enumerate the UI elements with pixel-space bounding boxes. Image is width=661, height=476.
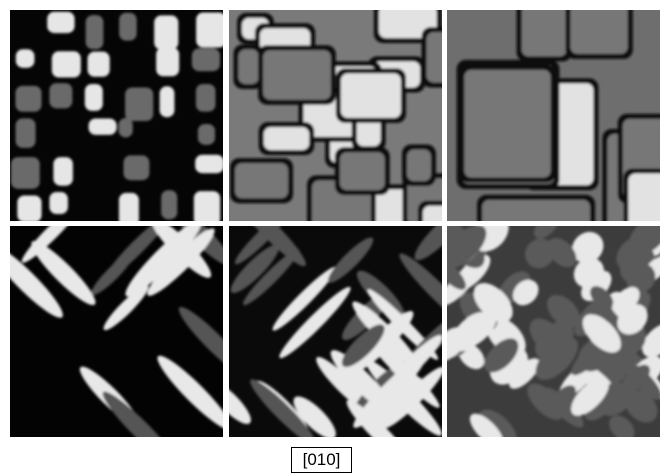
precipitate xyxy=(47,12,74,33)
precipitate xyxy=(119,118,133,137)
figure: [010] → xyxy=(0,0,661,476)
precipitate xyxy=(86,15,104,49)
panel xyxy=(447,0,661,261)
precipitate xyxy=(125,87,153,121)
panel xyxy=(229,0,470,261)
domain xyxy=(238,49,258,84)
precipitate xyxy=(53,157,73,186)
domain xyxy=(628,173,661,234)
precipitate xyxy=(16,118,36,148)
precipitate xyxy=(52,51,81,77)
precipitate xyxy=(17,195,41,222)
precipitate xyxy=(192,48,220,71)
micrograph-panels xyxy=(0,0,661,445)
precipitate xyxy=(49,192,68,214)
precipitate xyxy=(194,191,220,226)
domain xyxy=(264,127,309,150)
precipitate xyxy=(15,86,41,112)
precipitate xyxy=(160,86,175,117)
precipitate xyxy=(11,157,40,189)
precipitate xyxy=(195,155,224,173)
precipitate xyxy=(198,124,215,145)
precipitate xyxy=(119,193,139,227)
precipitate xyxy=(88,52,110,77)
domain xyxy=(407,149,431,181)
precipitate xyxy=(156,47,179,76)
domain xyxy=(570,3,627,54)
precipitate xyxy=(196,13,226,48)
panel xyxy=(418,205,661,445)
precipitate xyxy=(161,190,177,219)
precipitate xyxy=(124,155,150,180)
direction-label: [010] → xyxy=(291,447,352,473)
precipitate xyxy=(196,84,216,112)
precipitate xyxy=(85,84,103,111)
panel-background xyxy=(10,10,223,221)
panel xyxy=(202,190,480,445)
precipitate xyxy=(89,118,117,134)
domain xyxy=(464,70,550,178)
panel xyxy=(10,10,226,227)
precipitate xyxy=(16,49,35,68)
domain xyxy=(522,5,567,57)
precipitate xyxy=(49,83,72,108)
panel xyxy=(0,198,254,445)
domain xyxy=(340,152,385,190)
precipitate xyxy=(119,13,137,41)
domain xyxy=(263,50,331,99)
precipitate xyxy=(154,15,178,49)
domain xyxy=(235,163,288,198)
domain xyxy=(341,73,401,117)
